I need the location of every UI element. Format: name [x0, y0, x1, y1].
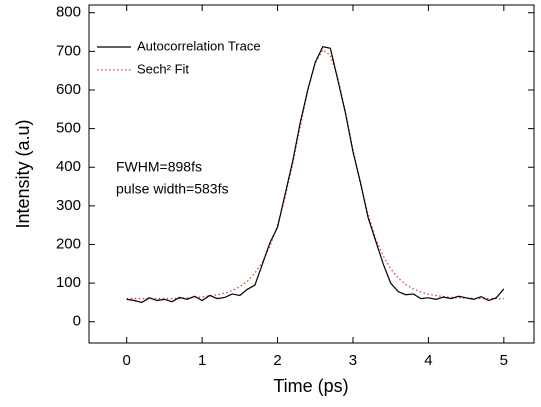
x-tick-label: 2 — [273, 352, 281, 369]
x-tick-label: 1 — [198, 352, 206, 369]
y-tick-label: 800 — [56, 4, 81, 21]
x-tick-label: 4 — [424, 352, 432, 369]
y-tick-label: 100 — [56, 274, 81, 291]
annotation: pulse width=583fs — [116, 181, 228, 197]
y-tick-label: 0 — [73, 313, 81, 330]
y-tick-label: 700 — [56, 42, 81, 59]
x-tick-label: 3 — [349, 352, 357, 369]
y-tick-label: 500 — [56, 120, 81, 137]
y-axis-label: Intensity (a.u) — [13, 119, 33, 228]
legend-label: Autocorrelation Trace — [137, 38, 261, 53]
plot-frame — [88, 4, 535, 344]
legend-label: Sech² Fit — [137, 61, 189, 76]
y-tick-label: 400 — [56, 158, 81, 175]
y-tick-label: 200 — [56, 235, 81, 252]
x-tick-label: 5 — [500, 352, 508, 369]
y-tick-label: 600 — [56, 81, 81, 98]
y-tick-label: 300 — [56, 197, 81, 214]
x-axis-label: Time (ps) — [273, 376, 348, 396]
data-line — [126, 46, 505, 304]
annotation: FWHM=898fs — [116, 159, 202, 175]
x-tick-label: 0 — [123, 352, 131, 369]
